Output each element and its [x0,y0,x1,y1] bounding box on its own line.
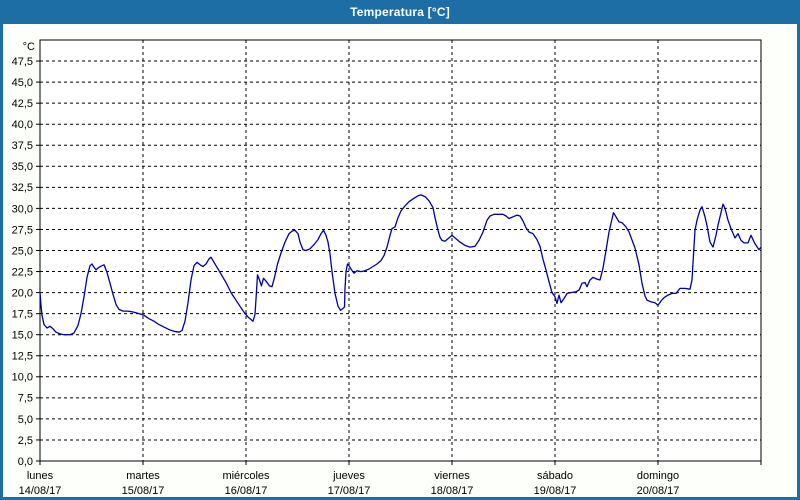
x-axis-labels: lunes 14/08/17 martes 15/08/17 miércoles 16/0… [19,470,680,497]
y-axis-ticks [36,60,40,462]
x-day-name-label: sábado [537,470,573,482]
window-titlebar[interactable]: Temperatura [°C] [3,0,797,24]
y-tick-label: 42,5 [12,98,33,110]
y-tick-label: 5,0 [18,414,33,426]
x-day-date-label: 16/08/17 [225,485,268,497]
y-tick-label: 12,5 [12,351,33,363]
x-day-date-label: 19/08/17 [534,485,577,497]
temperature-chart: 0,0 2,5 5,0 7,5 10,0 12,5 15,0 17,5 20,0 22,5 25,0… [12,39,762,497]
y-tick-label: 22,5 [12,266,33,278]
y-tick-label: 35,0 [12,161,33,173]
y-tick-label: 15,0 [12,330,33,342]
y-tick-label: 0,0 [18,456,33,468]
x-day-date-label: 14/08/17 [19,485,62,497]
y-tick-label: 25,0 [12,245,33,257]
y-axis-unit: °C [23,41,35,53]
x-day-date-label: 20/08/17 [637,485,680,497]
y-tick-label: 27,5 [12,224,33,236]
y-tick-label: 10,0 [12,372,33,384]
y-tick-label: 7,5 [18,393,33,405]
horizontal-gridlines [40,60,761,441]
x-day-name-label: jueves [332,470,365,482]
x-day-date-label: 17/08/17 [328,485,371,497]
y-tick-label: 20,0 [12,287,33,299]
y-tick-label: 30,0 [12,203,33,215]
vertical-gridlines [142,40,659,461]
x-day-date-label: 18/08/17 [431,485,474,497]
x-day-name-label: martes [126,470,160,482]
y-axis-labels: 0,0 2,5 5,0 7,5 10,0 12,5 15,0 17,5 20,0 22,5 25,0… [12,56,33,468]
y-axis-unit-label: °C [23,41,35,53]
y-tick-label: 37,5 [12,140,33,152]
y-tick-label: 32,5 [12,182,33,194]
chart-area: 0,0 2,5 5,0 7,5 10,0 12,5 15,0 17,5 20,0 22,5 25,0… [3,24,797,497]
y-tick-label: 45,0 [12,77,33,89]
window-title: Temperatura [°C] [350,5,450,19]
x-day-name-label: lunes [27,470,54,482]
y-tick-label: 17,5 [12,309,33,321]
temperature-series-line [39,194,762,336]
x-axis-ticks [39,461,762,465]
y-tick-label: 2,5 [18,435,33,447]
y-tick-label: 47,5 [12,56,33,68]
y-tick-label: 40,0 [12,119,33,131]
x-day-name-label: domingo [637,470,679,482]
x-day-date-label: 15/08/17 [122,485,165,497]
x-day-name-label: viernes [434,470,470,482]
x-day-name-label: miércoles [222,470,270,482]
